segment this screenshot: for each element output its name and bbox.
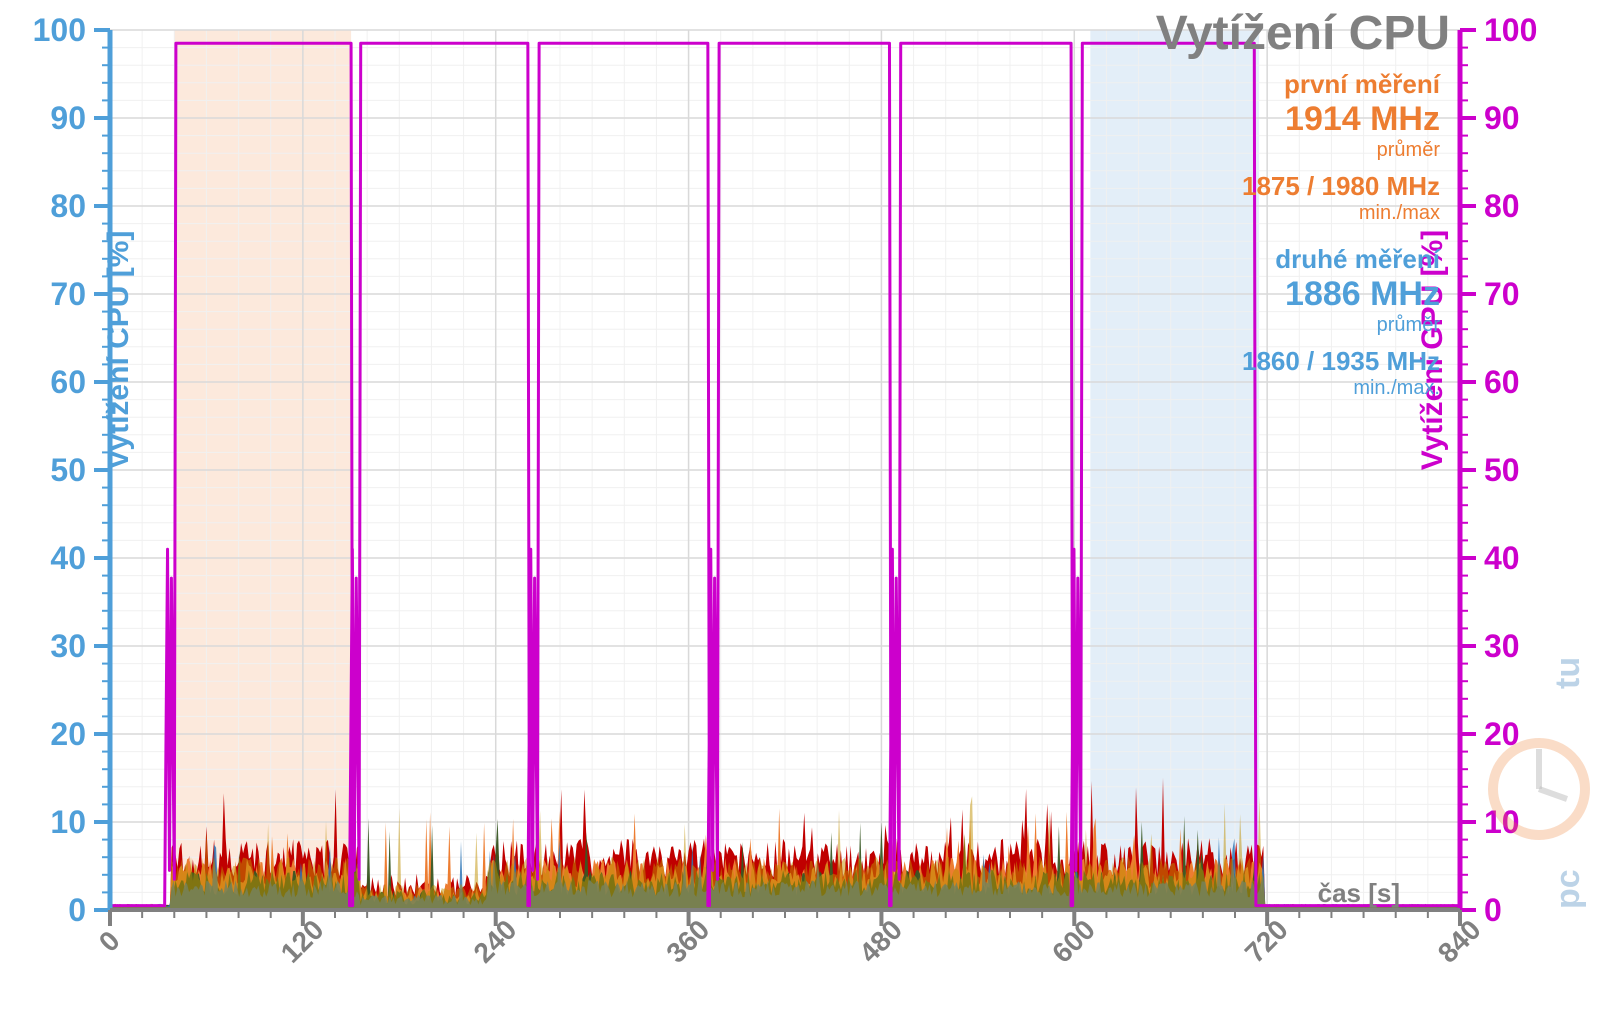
stats-second-avg: 1886 MHz bbox=[1242, 275, 1440, 314]
stats-first-avg-lbl: průměr bbox=[1242, 139, 1440, 162]
chart-container: 0 10 20 30 40 50 60 70 80 90 100 0 10 20 30 40 50 60 70 80 9… bbox=[0, 0, 1600, 1009]
svg-text:100: 100 bbox=[33, 12, 86, 48]
svg-text:10: 10 bbox=[1484, 804, 1520, 840]
stats-first-heading: první měření bbox=[1242, 70, 1440, 100]
svg-text:80: 80 bbox=[1484, 188, 1520, 224]
svg-text:90: 90 bbox=[1484, 100, 1520, 136]
svg-text:100: 100 bbox=[1484, 12, 1537, 48]
svg-text:10: 10 bbox=[50, 804, 86, 840]
stats-second-range: 1860 / 1935 MHz bbox=[1242, 347, 1440, 377]
svg-text:20: 20 bbox=[50, 716, 86, 752]
svg-text:čas [s]: čas [s] bbox=[1318, 878, 1400, 908]
svg-text:50: 50 bbox=[50, 452, 86, 488]
svg-text:40: 40 bbox=[1484, 540, 1520, 576]
chart-title: Vytížení CPU bbox=[1156, 6, 1450, 61]
stats-first-measurement: první měření 1914 MHz průměr 1875 / 1980… bbox=[1242, 70, 1440, 225]
svg-text:70: 70 bbox=[50, 276, 86, 312]
svg-text:80: 80 bbox=[50, 188, 86, 224]
svg-text:Vytížení CPU [%]: Vytížení CPU [%] bbox=[102, 231, 135, 470]
stats-first-range-lbl: min./max bbox=[1242, 202, 1440, 225]
svg-text:0: 0 bbox=[68, 892, 86, 928]
svg-text:60: 60 bbox=[50, 364, 86, 400]
svg-text:0: 0 bbox=[1484, 892, 1502, 928]
svg-text:90: 90 bbox=[50, 100, 86, 136]
stats-second-avg-lbl: průměr bbox=[1242, 314, 1440, 337]
stats-first-range: 1875 / 1980 MHz bbox=[1242, 172, 1440, 202]
svg-text:20: 20 bbox=[1484, 716, 1520, 752]
svg-text:70: 70 bbox=[1484, 276, 1520, 312]
stats-second-heading: druhé měření bbox=[1242, 245, 1440, 275]
stats-second-range-lbl: min./max. bbox=[1242, 377, 1440, 400]
stats-second-measurement: druhé měření 1886 MHz průměr 1860 / 1935… bbox=[1242, 245, 1440, 400]
svg-text:50: 50 bbox=[1484, 452, 1520, 488]
svg-text:30: 30 bbox=[50, 628, 86, 664]
svg-text:40: 40 bbox=[50, 540, 86, 576]
svg-text:30: 30 bbox=[1484, 628, 1520, 664]
svg-text:60: 60 bbox=[1484, 364, 1520, 400]
stats-first-avg: 1914 MHz bbox=[1242, 100, 1440, 139]
